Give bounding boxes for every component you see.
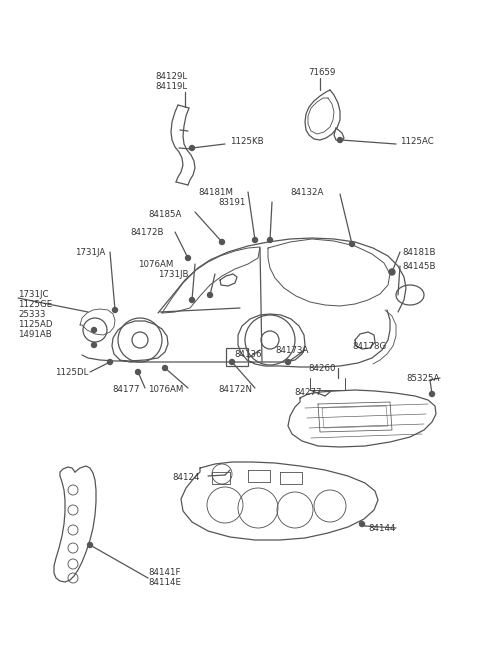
- Text: 84277: 84277: [294, 388, 322, 397]
- Text: 84181M: 84181M: [198, 188, 233, 197]
- Text: 1125KB: 1125KB: [230, 138, 264, 147]
- Text: 84124: 84124: [172, 473, 200, 482]
- Text: 85325A: 85325A: [406, 374, 439, 383]
- Circle shape: [229, 360, 235, 364]
- Circle shape: [389, 269, 395, 275]
- Text: 1076AM: 1076AM: [138, 260, 173, 269]
- Circle shape: [185, 255, 191, 261]
- Text: 1731JC: 1731JC: [18, 290, 48, 299]
- Circle shape: [252, 238, 257, 242]
- Text: 84132A: 84132A: [290, 188, 324, 197]
- Text: 84145B: 84145B: [402, 262, 435, 271]
- Circle shape: [163, 365, 168, 371]
- Text: 1491AB: 1491AB: [18, 330, 52, 339]
- Circle shape: [92, 343, 96, 348]
- Circle shape: [87, 542, 93, 548]
- Circle shape: [190, 145, 194, 151]
- Text: 84172N: 84172N: [218, 385, 252, 394]
- Text: 1731JA: 1731JA: [75, 248, 105, 257]
- Text: 84177: 84177: [112, 385, 140, 394]
- Text: 84260: 84260: [308, 364, 336, 373]
- Text: 84185A: 84185A: [148, 210, 181, 219]
- Text: 84178G: 84178G: [352, 342, 386, 351]
- Circle shape: [360, 521, 364, 527]
- Text: 84172B: 84172B: [130, 228, 164, 237]
- Text: 84141F
84114E: 84141F 84114E: [148, 568, 181, 588]
- Circle shape: [267, 238, 273, 242]
- Text: 25333: 25333: [18, 310, 46, 319]
- Circle shape: [135, 369, 141, 375]
- Text: 84136: 84136: [234, 350, 262, 359]
- Circle shape: [337, 138, 343, 143]
- Circle shape: [112, 307, 118, 312]
- Text: 1076AM: 1076AM: [148, 385, 183, 394]
- Text: 1125GE: 1125GE: [18, 300, 52, 309]
- Text: 84173A: 84173A: [275, 346, 308, 355]
- Circle shape: [430, 392, 434, 396]
- Text: 71659: 71659: [308, 68, 336, 77]
- Circle shape: [286, 360, 290, 364]
- Circle shape: [190, 297, 194, 303]
- Circle shape: [219, 240, 225, 244]
- Bar: [226, 348, 248, 366]
- Circle shape: [349, 242, 355, 246]
- Text: 84144: 84144: [368, 524, 396, 533]
- Text: 1125AC: 1125AC: [400, 138, 434, 147]
- Text: 84181B: 84181B: [402, 248, 435, 257]
- Text: 1125DL: 1125DL: [55, 368, 88, 377]
- Circle shape: [92, 328, 96, 333]
- Circle shape: [108, 360, 112, 364]
- Text: 1731JB: 1731JB: [158, 270, 189, 279]
- Circle shape: [207, 293, 213, 297]
- Text: 84129L
84119L: 84129L 84119L: [155, 72, 187, 92]
- Text: 83191: 83191: [218, 198, 245, 207]
- Text: 1125AD: 1125AD: [18, 320, 52, 329]
